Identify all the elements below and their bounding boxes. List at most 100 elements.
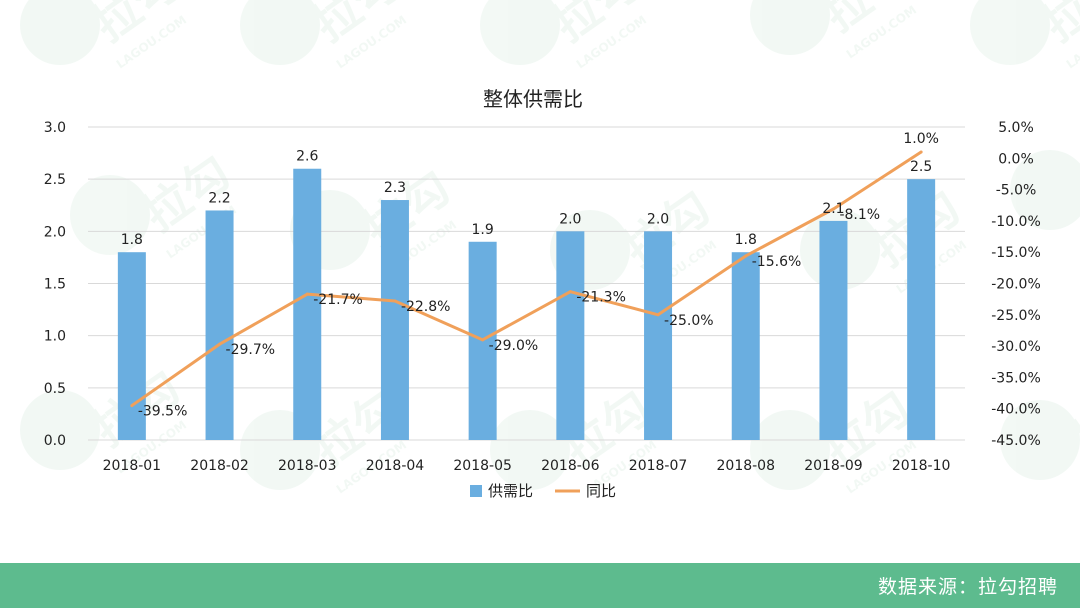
y-right-tick-label: -30.0% [991,339,1041,355]
line-point [481,338,485,342]
line-point [831,207,835,211]
bar-series [117,168,936,440]
y-right-tick-label: -10.0% [991,214,1041,230]
line-data-label: -8.1% [839,207,880,223]
x-tick-label: 2018-09 [804,458,863,474]
line-point [393,299,397,303]
footer: 数据来源：拉勾招聘 [0,563,1080,608]
bar-data-label: 1.9 [472,222,494,238]
y-right-tick-label: -25.0% [991,308,1041,324]
line-data-label: -25.0% [664,313,714,329]
y-axis-left: 0.0 0.5 1.0 1.5 2.0 2.5 3.0 [44,120,66,449]
bar [731,252,760,440]
bar-data-label: 2.0 [559,211,581,227]
x-tick-label: 2018-08 [717,458,776,474]
bar [117,252,146,440]
watermark-circle [750,410,830,490]
y-right-tick-label: -35.0% [991,370,1041,386]
x-tick-label: 2018-02 [190,458,249,474]
watermark-circle [20,390,100,470]
gridlines [88,126,965,441]
line-point [656,313,660,317]
data-labels: 1.8 2.2 2.6 2.3 1.9 2.0 2.0 1.8 2.1 2.5 -39.5% -29.… [121,131,939,420]
x-tick-label: 2018-04 [366,458,425,474]
y-left-tick-label: 0.0 [44,433,66,449]
line-point [130,404,134,408]
bar [293,168,322,440]
watermark-circle [20,0,100,65]
x-tick-label: 2018-10 [892,458,951,474]
watermark-circle [70,175,150,255]
legend-label: 同比 [586,482,616,500]
source-note: 数据来源：拉勾招聘 [877,576,1058,598]
bar-data-label: 2.2 [208,190,230,206]
bar-data-label: 1.8 [735,232,757,248]
line-data-label: 1.0% [903,131,939,147]
bar [819,220,848,440]
x-axis: 2018-01 2018-02 2018-03 2018-04 2018-05 2018-… [103,458,951,474]
line-path [130,150,922,407]
x-tick-label: 2018-06 [541,458,600,474]
bar [556,231,585,440]
bar [380,200,409,440]
line-point [305,292,309,296]
x-tick-label: 2018-01 [103,458,162,474]
bar [907,179,936,440]
x-tick-label: 2018-05 [453,458,512,474]
line-point [744,254,748,258]
y-right-tick-label: -20.0% [991,277,1041,293]
bar [644,231,673,440]
bar-data-label: 2.1 [822,201,844,217]
y-axis-right: -45.0% -40.0% -35.0% -30.0% -25.0% -20.0% -15.… [991,120,1041,449]
y-left-tick-label: 1.5 [44,277,66,293]
bar-data-label: 1.8 [121,232,143,248]
watermark-circle [750,0,830,55]
y-right-tick-label: -45.0% [991,433,1041,449]
chart-title: 整体供需比 [483,87,583,111]
line-data-label: -21.3% [576,290,626,306]
legend: 供需比 同比 [470,482,616,500]
line-point [919,150,923,154]
y-left-tick-label: 2.5 [44,172,66,188]
bar-data-label: 2.3 [384,180,406,196]
watermark-circle [490,410,570,490]
y-right-tick-label: 5.0% [998,120,1034,136]
x-tick-label: 2018-03 [278,458,337,474]
watermark-circle [240,0,320,65]
y-left-tick-label: 0.5 [44,381,66,397]
line-data-label: -15.6% [752,254,802,270]
watermark-circle [1010,150,1080,230]
line-data-label: -39.5% [138,404,188,420]
watermark-circle [480,0,560,65]
x-tick-label: 2018-07 [629,458,688,474]
bar [205,210,234,440]
y-right-tick-label: -5.0% [996,183,1037,199]
legend-label: 供需比 [488,482,533,500]
y-left-tick-label: 3.0 [44,120,66,136]
legend-swatch-bar [470,485,482,497]
line-data-label: -29.0% [489,338,539,354]
bar-data-label: 2.5 [910,159,932,175]
watermark-circle [1000,400,1080,480]
bar-data-label: 2.6 [296,149,318,165]
bar-data-label: 2.0 [647,211,669,227]
line-point [218,342,222,346]
y-right-tick-label: 0.0% [998,151,1034,167]
line-point [568,290,572,294]
y-right-tick-label: -15.0% [991,245,1041,261]
line-data-label: -21.7% [313,292,363,308]
watermark-circle [970,0,1050,65]
line-data-label: -22.8% [401,299,451,315]
y-left-tick-label: 2.0 [44,224,66,240]
line-data-label: -29.7% [226,342,276,358]
y-left-tick-label: 1.0 [44,329,66,345]
y-right-tick-label: -40.0% [991,402,1041,418]
